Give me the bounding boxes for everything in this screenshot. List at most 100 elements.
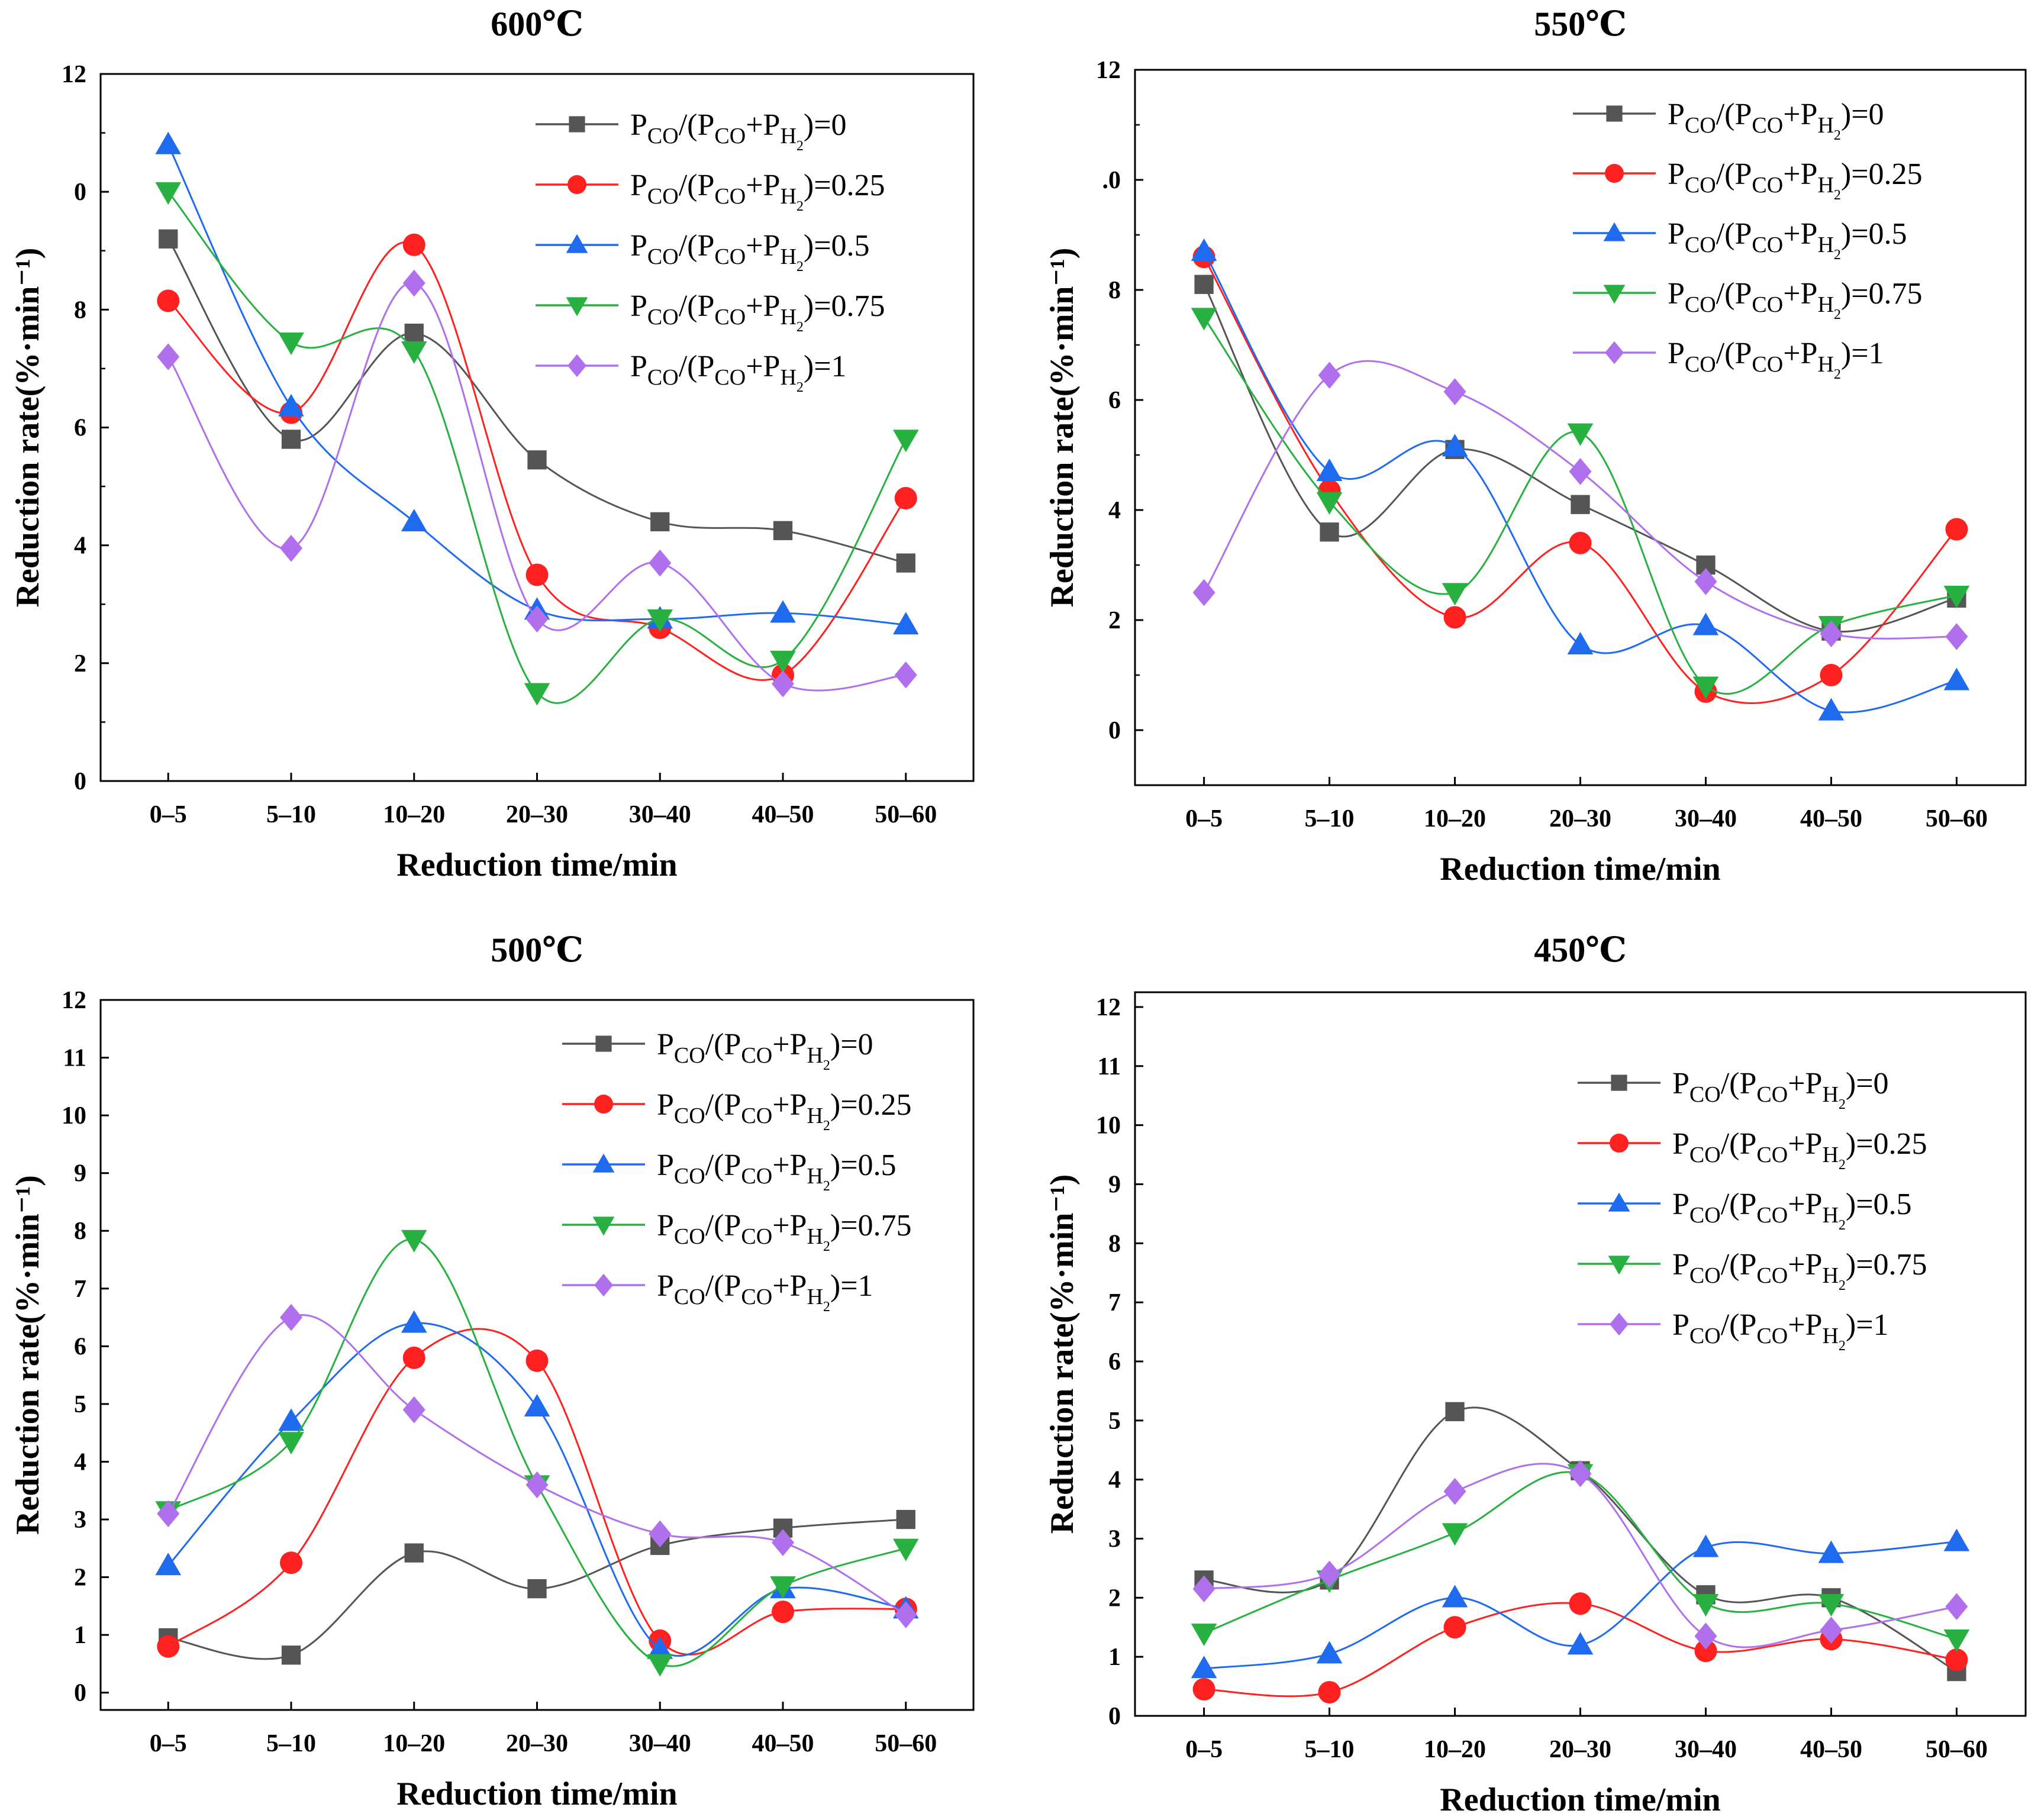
data-point — [1820, 620, 1843, 648]
data-point — [1567, 1632, 1594, 1655]
series-4 — [1192, 360, 1968, 650]
data-point — [1694, 568, 1717, 595]
data-point — [896, 1509, 915, 1529]
y-axis-label: Reduction rate(%·min⁻¹) — [9, 248, 46, 608]
legend-entry-1: PCO/(PCO+PH2)=0.25 — [1578, 1127, 1927, 1173]
legend-marker — [592, 1153, 615, 1173]
x-tick-label: 20–30 — [506, 1730, 568, 1757]
y-tick-label: 12 — [62, 987, 86, 1014]
data-point — [525, 1471, 549, 1499]
legend-label: PCO/(PCO+PH2)=0.25 — [1672, 1127, 1927, 1173]
series-2 — [1191, 1528, 1970, 1679]
x-tick-label: 20–30 — [1549, 805, 1611, 832]
data-point — [647, 1654, 673, 1677]
legend-entry-1: PCO/(PCO+PH2)=0.25 — [1573, 157, 1923, 203]
data-point — [770, 650, 796, 673]
legend-entry-4: PCO/(PCO+PH2)=1 — [1573, 337, 1884, 382]
data-point — [1694, 1640, 1717, 1663]
data-point — [894, 487, 917, 509]
data-point — [1318, 1560, 1341, 1588]
y-tick-label: 5 — [74, 1391, 86, 1418]
x-tick-label: 30–40 — [1675, 1736, 1737, 1763]
data-point — [1194, 275, 1214, 294]
data-point — [773, 521, 793, 540]
data-point — [402, 233, 425, 256]
data-point — [1320, 522, 1339, 542]
series-3 — [1191, 1464, 1970, 1653]
legend-marker — [594, 1095, 613, 1114]
y-tick-label: 12 — [1096, 994, 1121, 1021]
data-point — [404, 1543, 424, 1563]
legend-marker — [592, 1216, 615, 1236]
x-tick-label: 5–10 — [266, 801, 316, 828]
data-point — [401, 341, 427, 364]
y-tick-label: 9 — [74, 1160, 86, 1187]
y-axis-label: Reduction rate(%·min⁻¹) — [1044, 1174, 1081, 1534]
y-tick-label: 0 — [74, 1680, 86, 1707]
x-tick-label: 10–20 — [1424, 805, 1486, 832]
data-point — [1943, 667, 1970, 690]
data-point — [650, 512, 670, 531]
x-tick-label: 0–5 — [150, 801, 187, 828]
data-point — [525, 563, 549, 586]
legend-label: PCO/(PCO+PH2)=0.5 — [1672, 1187, 1912, 1233]
x-tick-label: 30–40 — [629, 801, 691, 828]
data-point — [1191, 1656, 1217, 1679]
data-point — [1818, 1594, 1845, 1617]
legend-label: PCO/(PCO+PH2)=0 — [657, 1028, 873, 1073]
x-tick-label: 10–20 — [383, 801, 445, 828]
data-point — [280, 534, 303, 562]
data-point — [1442, 1523, 1468, 1546]
y-tick-label: 11 — [63, 1045, 86, 1072]
data-point — [1820, 1616, 1843, 1644]
legend-label: PCO/(PCO+PH2)=0.75 — [1668, 277, 1923, 322]
data-point — [771, 670, 794, 698]
y-tick-label: 10 — [1096, 1112, 1121, 1140]
data-point — [401, 1230, 427, 1253]
legend-entry-2: PCO/(PCO+PH2)=0.5 — [536, 229, 870, 275]
data-point — [1192, 579, 1215, 606]
y-tick-label: 0 — [74, 768, 86, 795]
legend-entry-0: PCO/(PCO+PH2)=0 — [1578, 1067, 1889, 1112]
x-tick-label: 40–50 — [752, 801, 814, 828]
x-tick-label: 30–40 — [629, 1730, 691, 1757]
data-point — [770, 600, 796, 623]
data-point — [647, 1636, 673, 1659]
y-tick-label: 6 — [74, 415, 86, 442]
data-point — [1945, 1593, 1968, 1621]
x-tick-label: 10–20 — [1424, 1736, 1486, 1763]
data-point — [401, 508, 427, 531]
legend-marker — [1605, 341, 1624, 364]
data-point — [1571, 495, 1590, 514]
y-tick-label: 0 — [1108, 717, 1121, 744]
y-axis-label: Reduction rate(%·min⁻¹) — [9, 1175, 46, 1535]
series-0 — [1194, 275, 1966, 641]
y-tick-label: 12 — [62, 61, 86, 88]
data-point — [525, 605, 549, 633]
y-tick-label: 2 — [1108, 1585, 1121, 1612]
y-tick-label: 8 — [1108, 277, 1121, 304]
x-tick-label: 10–20 — [383, 1730, 445, 1757]
legend-entry-0: PCO/(PCO+PH2)=0 — [1573, 98, 1884, 143]
x-tick-label: 50–60 — [1926, 805, 1988, 832]
legend-label: PCO/(PCO+PH2)=0.25 — [1668, 157, 1923, 203]
y-tick-label: .0 — [1102, 167, 1121, 194]
legend-marker — [595, 1035, 612, 1052]
legend-entry-4: PCO/(PCO+PH2)=1 — [1578, 1308, 1889, 1354]
y-tick-label: 2 — [1108, 607, 1121, 634]
y-tick-label: 3 — [1108, 1525, 1121, 1553]
legend-entry-2: PCO/(PCO+PH2)=0.5 — [1578, 1187, 1912, 1233]
legend-entry-3: PCO/(PCO+PH2)=0.75 — [562, 1209, 912, 1254]
legend-label: PCO/(PCO+PH2)=0.5 — [657, 1148, 897, 1194]
data-point — [1318, 362, 1341, 389]
data-point — [770, 1576, 796, 1599]
legend-entry-2: PCO/(PCO+PH2)=0.5 — [562, 1148, 897, 1194]
x-tick-label: 50–60 — [875, 1730, 937, 1757]
legend-marker — [1605, 164, 1624, 183]
y-tick-label: 8 — [1108, 1230, 1121, 1257]
y-axis-label: Reduction rate(%·min⁻¹) — [1044, 248, 1081, 608]
legend-label: PCO/(PCO+PH2)=1 — [1668, 337, 1884, 382]
y-tick-label: 4 — [1108, 1467, 1121, 1494]
data-point — [524, 1393, 550, 1416]
